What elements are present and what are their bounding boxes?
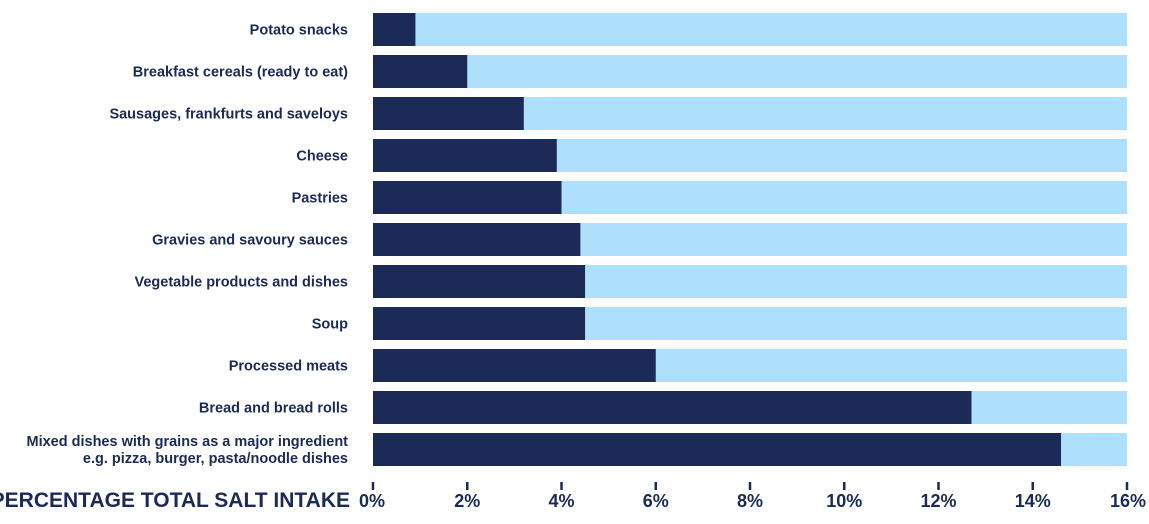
category-label: Vegetable products and dishes [134, 275, 348, 291]
category-label: Potato snacks [250, 23, 348, 39]
background-bar [373, 13, 1127, 46]
category-labels: Potato snacks Breakfast cereals (ready to… [27, 23, 349, 468]
value-bar [373, 13, 416, 46]
category-label: Cheese [296, 149, 348, 165]
x-tick-label: 4% [548, 491, 574, 511]
value-bars [373, 13, 1062, 466]
value-bar [373, 97, 524, 130]
value-bar [373, 433, 1062, 466]
x-tick-label: 8% [737, 491, 763, 511]
x-axis: 0% 2% 4% 6% 8% 10% 12% 14% 16% [359, 482, 1146, 511]
x-tick-label: 2% [454, 491, 480, 511]
category-label: Breakfast cereals (ready to eat) [133, 65, 348, 81]
x-tick-label: 10% [826, 491, 862, 511]
value-bar [373, 139, 557, 172]
category-label: Gravies and savoury sauces [152, 233, 348, 249]
x-tick-label: 16% [1110, 491, 1146, 511]
x-tick-label: 14% [1015, 491, 1051, 511]
value-bar [373, 223, 581, 256]
category-label: e.g. pizza, burger, pasta/noodle dishes [83, 451, 348, 467]
value-bar [373, 307, 586, 340]
category-label: Processed meats [229, 359, 348, 375]
value-bar [373, 55, 468, 88]
category-label: Sausages, frankfurts and saveloys [109, 107, 348, 123]
value-bar [373, 181, 562, 214]
category-label: Bread and bread rolls [199, 401, 348, 417]
x-tick-label: 0% [359, 491, 385, 511]
category-label: Pastries [292, 191, 348, 207]
x-tick-label: 12% [920, 491, 956, 511]
value-bar [373, 349, 656, 382]
x-axis-title: PERCENTAGE TOTAL SALT INTAKE [0, 489, 350, 512]
value-bar [373, 391, 972, 424]
background-bar [373, 55, 1127, 88]
category-label: Mixed dishes with grains as a major ingr… [27, 434, 349, 450]
x-tick-label: 6% [643, 491, 669, 511]
value-bar [373, 265, 586, 298]
category-label: Soup [312, 317, 348, 333]
